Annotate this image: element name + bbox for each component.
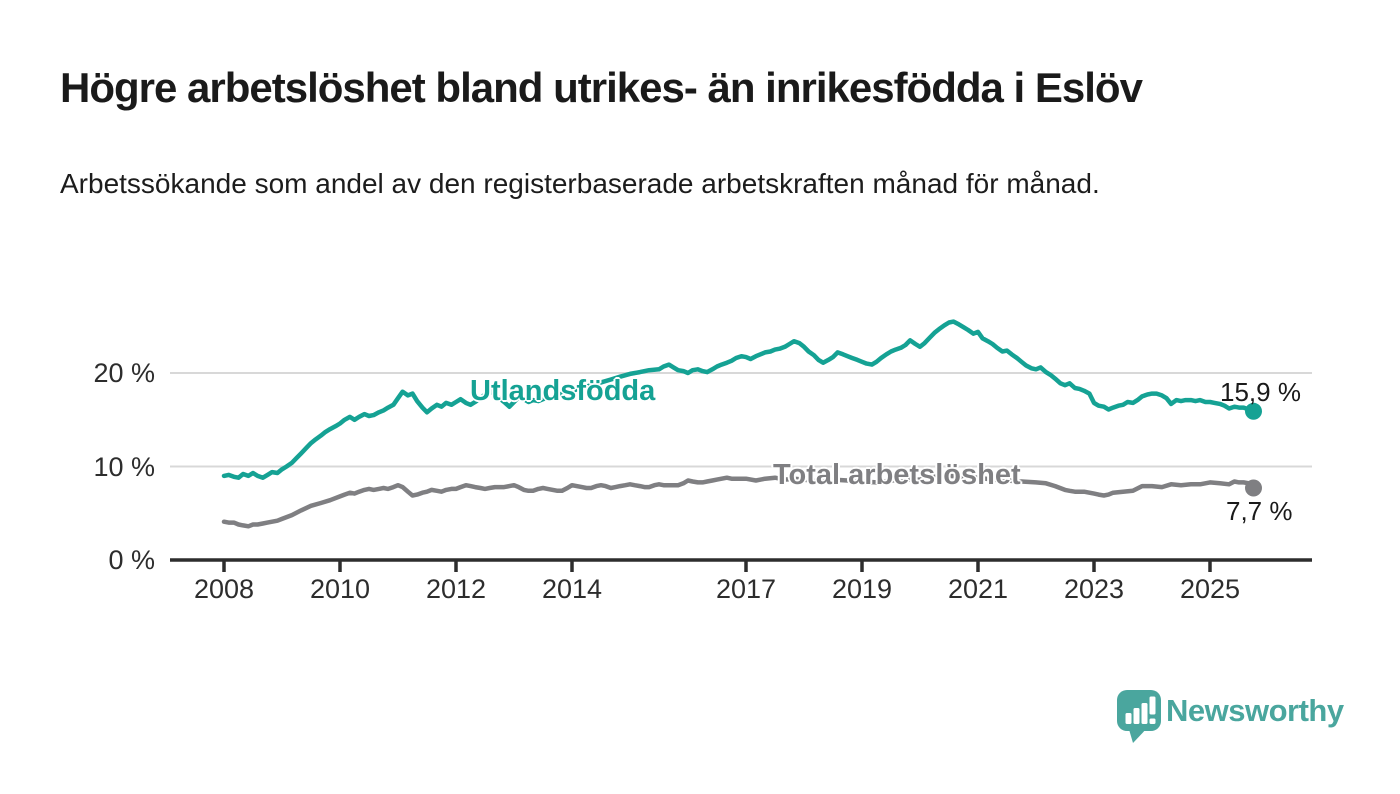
logo-exclamation-dot bbox=[1149, 718, 1156, 724]
x-tick-label: 2008 bbox=[193, 574, 255, 604]
logo-bar-1 bbox=[1125, 713, 1132, 724]
x-tick-label: 2023 bbox=[1063, 574, 1125, 604]
series-line-0 bbox=[221, 319, 1256, 480]
newsworthy-logo-icon bbox=[1117, 690, 1161, 743]
page-title: Högre arbetslöshet bland utrikes- än inr… bbox=[60, 64, 1143, 111]
y-tick-label: 20 % bbox=[93, 358, 155, 388]
series-label-utlandsfodda: Utlandsfödda bbox=[470, 375, 656, 407]
series-line-1 bbox=[221, 473, 1256, 529]
logo-bar-3 bbox=[1141, 703, 1148, 724]
x-tick-label: 2017 bbox=[715, 574, 777, 604]
x-tick-label: 2019 bbox=[831, 574, 893, 604]
end-value-utlandsfodda: 15,9 % bbox=[1220, 377, 1301, 407]
logo-bar-2 bbox=[1133, 708, 1140, 724]
x-tick-label: 2021 bbox=[947, 574, 1009, 604]
y-tick-label: 10 % bbox=[93, 451, 155, 482]
x-tick-label: 2012 bbox=[425, 574, 487, 604]
page-subtitle: Arbetssökande som andel av den registerb… bbox=[60, 168, 1100, 199]
x-tick-label: 2014 bbox=[541, 574, 603, 604]
logo-exclamation-bar bbox=[1149, 696, 1156, 715]
series-label-total-arbetsloshet: Total arbetslöshet bbox=[773, 459, 1021, 491]
y-tick-label: 0 % bbox=[108, 545, 155, 575]
end-value-total-arbetsloshet: 7,7 % bbox=[1226, 496, 1293, 526]
newsworthy-logo: Newsworthy bbox=[1117, 690, 1357, 750]
x-tick-label: 2010 bbox=[309, 574, 371, 604]
series-endpoint-1 bbox=[1245, 479, 1262, 497]
newsworthy-wordmark: Newsworthy bbox=[1166, 693, 1344, 728]
x-tick-label: 2025 bbox=[1179, 574, 1241, 604]
